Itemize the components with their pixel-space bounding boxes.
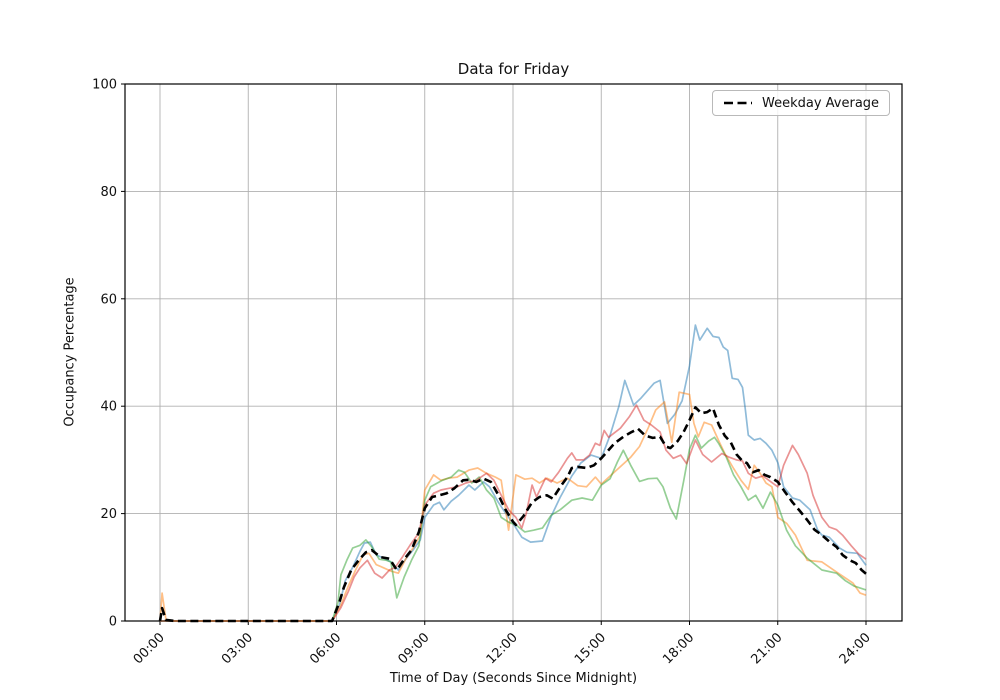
series-line-weekday-average <box>158 405 867 623</box>
x-tick-label: 15:00 <box>572 630 609 667</box>
x-tick-label: 12:00 <box>484 630 521 667</box>
x-tick-label: 06:00 <box>307 630 344 667</box>
y-tick-label: 80 <box>100 185 117 200</box>
legend: Weekday Average <box>712 90 891 116</box>
y-tick-label: 40 <box>100 400 117 415</box>
x-tick-label: 09:00 <box>395 630 432 667</box>
series-line-friday-series-red <box>160 404 867 622</box>
x-tick-label: 21:00 <box>748 630 785 667</box>
x-tick-label: 03:00 <box>219 630 256 667</box>
x-tick-label: 24:00 <box>837 630 874 667</box>
x-axis-label: Time of Day (Seconds Since Midnight) <box>389 671 638 686</box>
x-tick-label: 00:00 <box>131 630 168 667</box>
x-tick-label: 18:00 <box>660 630 697 667</box>
y-axis-label: Occupancy Percentage <box>62 277 78 427</box>
dashed-line-sample-icon <box>724 101 752 105</box>
chart-title: Data for Friday <box>457 60 570 78</box>
y-tick-label: 20 <box>100 507 117 522</box>
series-line-friday-series-green <box>160 434 867 622</box>
plot-frame <box>124 83 903 622</box>
y-tick-label: 60 <box>100 292 117 307</box>
legend-label: Weekday Average <box>762 95 880 111</box>
y-tick-label: 100 <box>92 78 117 93</box>
y-tick-label: 0 <box>109 615 117 630</box>
